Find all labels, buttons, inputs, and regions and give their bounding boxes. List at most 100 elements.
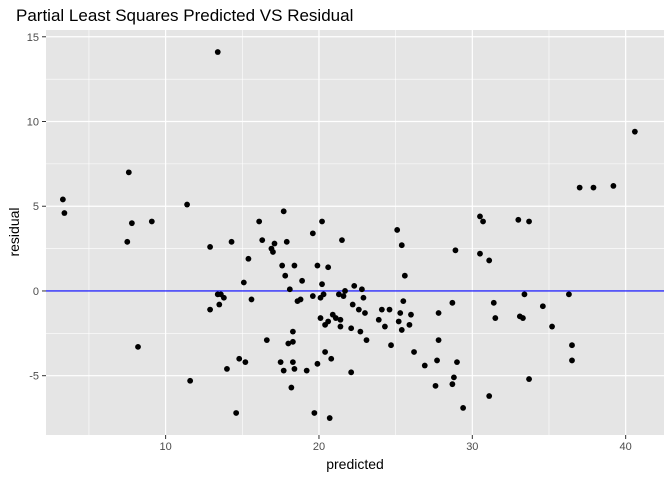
data-point	[490, 299, 497, 306]
data-point	[539, 303, 546, 310]
data-point	[340, 293, 347, 299]
data-point	[314, 360, 321, 367]
data-point	[124, 238, 131, 245]
data-point	[520, 315, 526, 321]
data-point	[386, 306, 393, 313]
data-point	[128, 220, 135, 227]
x-tick-label: 10	[159, 441, 171, 453]
data-point	[394, 227, 401, 233]
data-point	[245, 255, 252, 262]
data-point	[337, 323, 344, 330]
y-tick-label: 0	[33, 286, 39, 298]
data-point	[184, 201, 190, 208]
data-point	[515, 216, 522, 223]
data-point	[400, 298, 407, 305]
y-tick-label: 15	[27, 32, 39, 44]
data-point	[187, 377, 194, 384]
data-point	[256, 218, 263, 225]
data-point	[359, 286, 365, 293]
data-point	[339, 237, 345, 244]
data-point	[207, 244, 213, 250]
data-point	[349, 301, 356, 308]
data-point	[526, 218, 532, 225]
data-point	[398, 242, 405, 249]
data-point	[270, 249, 276, 255]
data-point	[277, 359, 284, 366]
data-point	[285, 340, 292, 347]
data-point	[411, 349, 417, 355]
data-point	[283, 238, 290, 245]
data-point	[216, 301, 223, 308]
x-tick-label: 20	[313, 441, 325, 453]
data-point	[590, 184, 597, 191]
data-point	[408, 311, 414, 318]
data-point	[401, 272, 408, 279]
data-point	[311, 410, 318, 416]
data-point	[480, 218, 486, 225]
data-point	[348, 369, 355, 376]
data-point	[631, 128, 638, 135]
data-point	[435, 310, 442, 316]
x-axis-title: predicted	[326, 456, 384, 472]
data-point	[299, 277, 305, 284]
data-point	[328, 355, 335, 362]
data-point	[135, 343, 141, 350]
data-point	[521, 291, 528, 298]
data-point	[271, 240, 278, 247]
data-point	[452, 247, 459, 254]
data-point	[263, 337, 270, 344]
y-axis: -5 0 5 10 15	[27, 32, 46, 383]
minor-gridlines	[46, 30, 664, 435]
data-point	[320, 291, 327, 298]
data-points	[59, 49, 638, 421]
data-point	[309, 293, 316, 299]
data-point	[395, 318, 402, 325]
data-point	[526, 376, 532, 382]
data-point	[486, 257, 493, 264]
data-point	[375, 316, 382, 323]
data-point	[566, 291, 572, 298]
data-point	[454, 359, 460, 366]
x-axis: 10 20 30 40	[159, 435, 632, 453]
data-point	[449, 381, 456, 388]
data-point	[432, 382, 439, 389]
data-point	[303, 367, 310, 374]
x-tick-label: 30	[466, 441, 478, 453]
data-point	[289, 338, 296, 345]
data-point	[309, 230, 316, 237]
data-point	[434, 357, 440, 364]
data-point	[348, 325, 355, 332]
data-point	[214, 49, 221, 55]
data-point	[326, 415, 333, 421]
data-point	[317, 315, 324, 321]
data-point	[325, 318, 332, 325]
data-point	[279, 262, 286, 269]
data-point	[291, 366, 298, 372]
data-point	[363, 337, 370, 344]
x-tick-label: 40	[620, 441, 632, 453]
data-point	[259, 237, 266, 244]
data-point	[378, 306, 385, 313]
data-point	[224, 366, 230, 372]
data-point	[397, 310, 404, 316]
chart-title: Partial Least Squares Predicted VS Resid…	[16, 6, 353, 25]
data-point	[59, 196, 66, 203]
data-point	[449, 299, 456, 306]
data-point	[460, 404, 467, 411]
data-point	[220, 294, 227, 301]
y-axis-title: residual	[6, 207, 22, 256]
data-point	[233, 410, 240, 416]
data-point	[492, 315, 499, 321]
data-point	[406, 321, 413, 328]
data-point	[282, 272, 289, 279]
data-point	[362, 310, 368, 316]
y-tick-label: 5	[33, 201, 39, 213]
data-point	[382, 323, 388, 330]
data-point	[549, 323, 555, 330]
data-point	[398, 327, 405, 333]
data-point	[319, 281, 325, 288]
data-point	[236, 355, 243, 362]
data-point	[207, 306, 213, 313]
data-point	[477, 250, 483, 257]
